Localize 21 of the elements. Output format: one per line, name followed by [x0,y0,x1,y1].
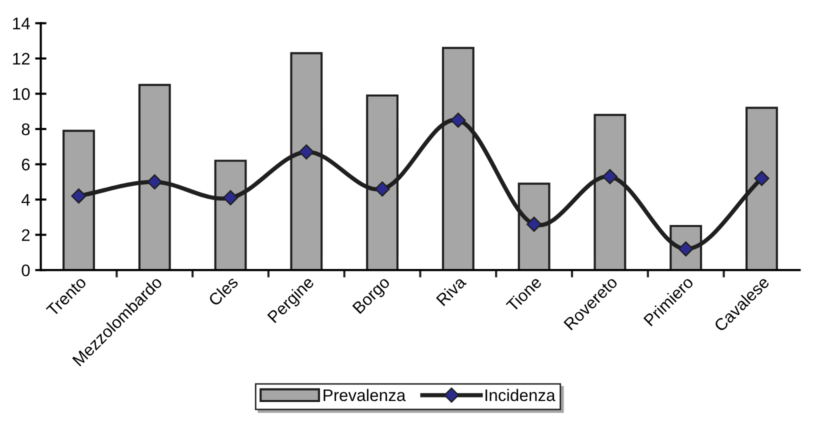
y-tick-label: 12 [13,52,30,65]
point [526,216,542,232]
y-tick-label: 0 [22,264,30,276]
point [222,190,238,206]
point [754,170,770,186]
x-tick-label: Riva [436,274,467,306]
legend-label: Prevalenza [324,388,406,402]
y-tick-label: 14 [13,18,30,30]
point [147,174,162,190]
point [298,144,314,160]
y-tick-label: 8 [22,123,30,136]
point [374,181,390,197]
x-tick-label: Cles [208,275,239,307]
point [71,188,86,204]
y-tick-label: 2 [22,229,30,241]
point [602,169,618,184]
legend-label: Incidenza [486,388,556,402]
y-tick-label: 6 [22,158,30,170]
point [450,112,466,128]
y-tick-label: 4 [22,194,30,206]
y-tick-label: 10 [13,88,30,100]
